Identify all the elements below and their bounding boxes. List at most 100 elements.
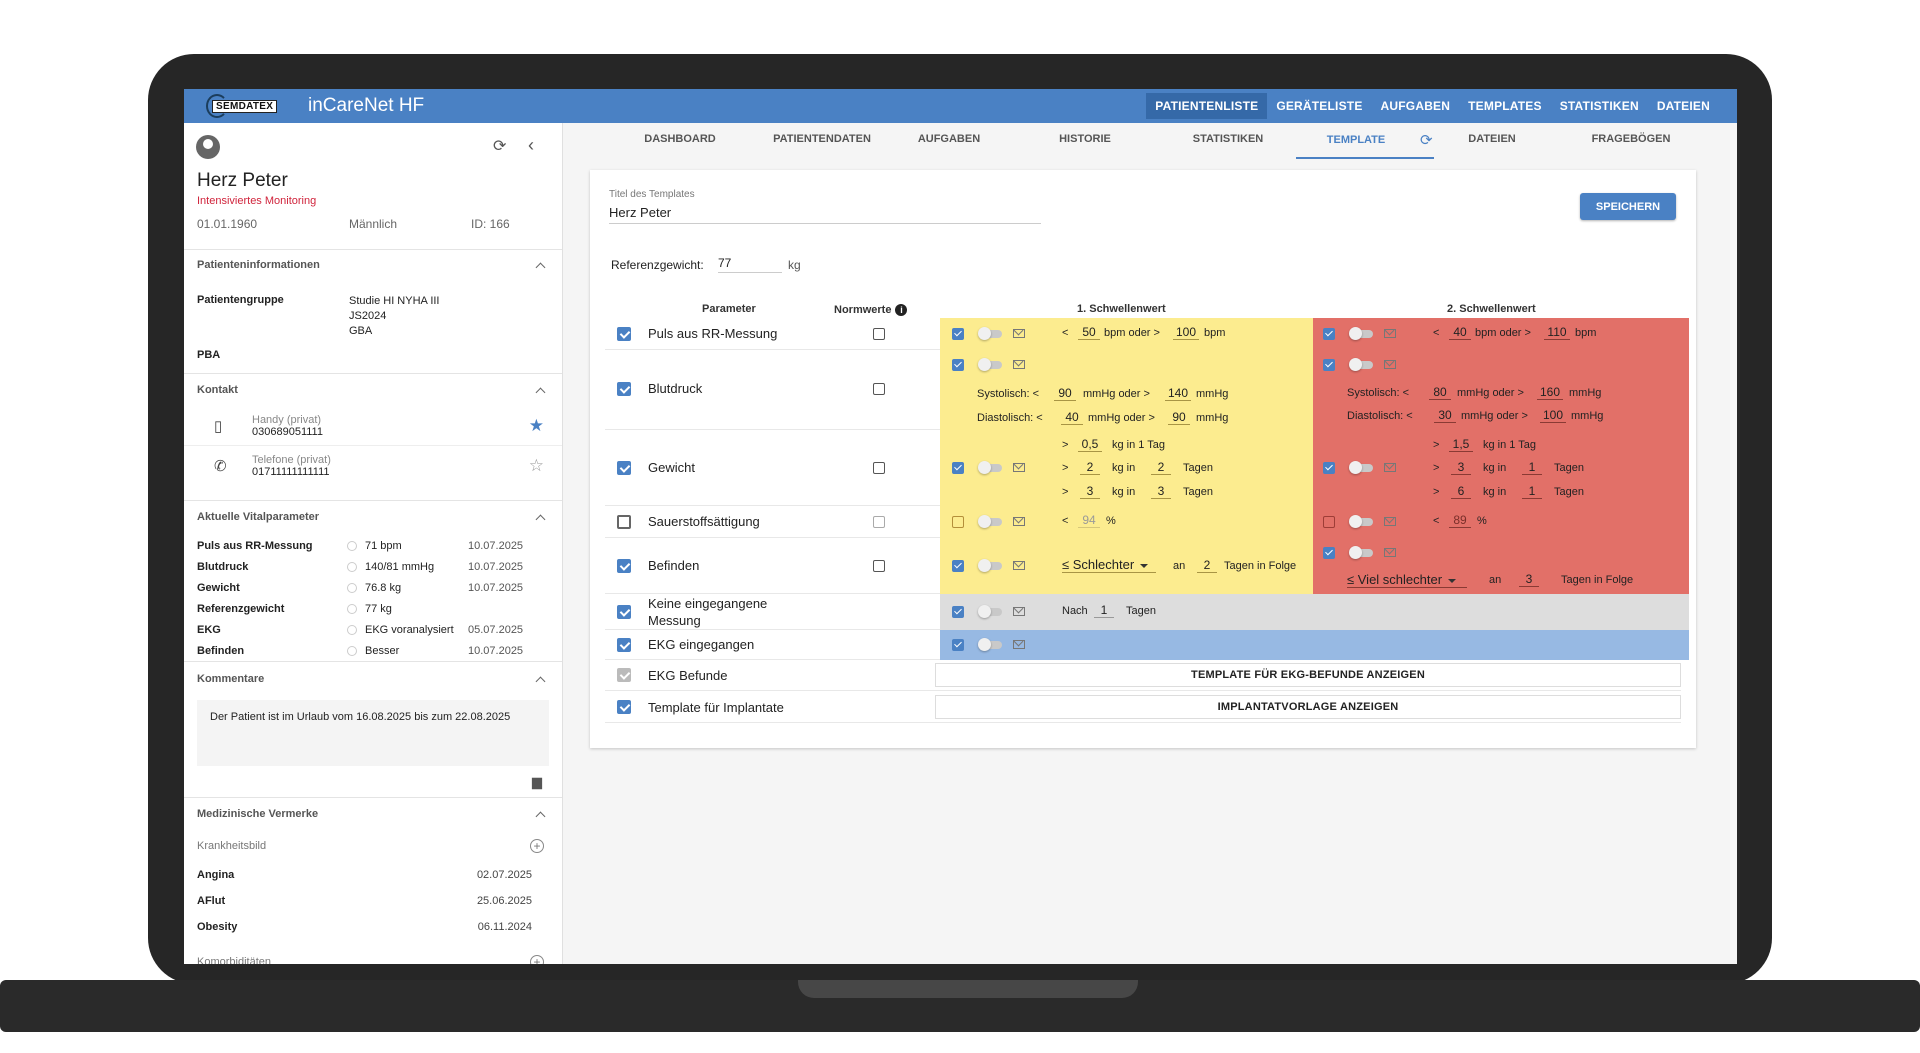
- section-header[interactable]: Medizinische Vermerke: [184, 798, 562, 830]
- chevron-up-icon[interactable]: [535, 387, 546, 397]
- comment-icon[interactable]: ▆: [532, 774, 542, 789]
- sys-s1-max[interactable]: 140: [1165, 386, 1191, 401]
- tab-patientendaten[interactable]: PATIENTENDATEN: [773, 133, 871, 145]
- befinden-s2-select[interactable]: ≤ Viel schlechter: [1347, 572, 1467, 588]
- ekg-befunde-checkbox[interactable]: [617, 668, 631, 682]
- alert-checkbox[interactable]: [952, 516, 964, 528]
- alert-toggle[interactable]: [978, 638, 1002, 651]
- alert-checkbox[interactable]: [1323, 328, 1335, 340]
- info-icon[interactable]: i: [895, 304, 908, 316]
- save-button[interactable]: SPEICHERN: [1580, 193, 1676, 220]
- sauerstoff-normwerte-checkbox[interactable]: [873, 516, 885, 528]
- template-title-input[interactable]: Herz Peter: [609, 205, 1041, 224]
- alert-checkbox[interactable]: [952, 639, 964, 651]
- sys-s1-min[interactable]: 90: [1054, 386, 1076, 401]
- alert-checkbox[interactable]: [1323, 359, 1335, 371]
- puls-s1-max[interactable]: 100: [1173, 325, 1199, 340]
- puls-s2-max[interactable]: 110: [1544, 325, 1570, 340]
- alert-toggle[interactable]: [1349, 546, 1373, 559]
- befinden-normwerte-checkbox[interactable]: [873, 560, 885, 572]
- implantate-checkbox[interactable]: [617, 700, 631, 714]
- sauerstoff-checkbox[interactable]: [617, 515, 631, 529]
- sys-s2-min[interactable]: 80: [1429, 385, 1451, 400]
- alert-toggle[interactable]: [1349, 327, 1373, 340]
- puls-s2-min[interactable]: 40: [1449, 325, 1471, 340]
- mail-icon[interactable]: [1384, 329, 1396, 338]
- nav-dateien[interactable]: DATEIEN: [1656, 99, 1710, 113]
- alert-toggle[interactable]: [978, 358, 1002, 371]
- list-item[interactable]: AFlut 25.06.2025: [197, 895, 532, 907]
- avatar-icon[interactable]: [196, 135, 220, 159]
- chevron-up-icon[interactable]: [535, 262, 546, 272]
- blutdruck-checkbox[interactable]: [617, 382, 631, 396]
- gew2-s2-days[interactable]: 1: [1522, 460, 1542, 475]
- sys-s2-max[interactable]: 160: [1537, 385, 1563, 400]
- refresh-icon[interactable]: ⟳: [493, 138, 507, 155]
- nav-aufgaben[interactable]: AUFGABEN: [1380, 99, 1451, 113]
- puls-normwerte-checkbox[interactable]: [873, 328, 885, 340]
- tab-historie[interactable]: HISTORIE: [1059, 133, 1111, 145]
- gew3-s2-kg[interactable]: 6: [1451, 484, 1471, 499]
- nav-templates[interactable]: TEMPLATES: [1468, 99, 1542, 113]
- nav-geraeteliste[interactable]: GERÄTELISTE: [1276, 99, 1363, 113]
- mail-icon[interactable]: [1384, 548, 1396, 557]
- gew2-s1-kg[interactable]: 2: [1080, 460, 1100, 475]
- gew3-s2-days[interactable]: 1: [1522, 484, 1542, 499]
- dia-s1-max[interactable]: 90: [1168, 410, 1190, 425]
- chevron-up-icon[interactable]: [535, 514, 546, 524]
- mail-icon[interactable]: [1384, 517, 1396, 526]
- puls-s1-min[interactable]: 50: [1078, 325, 1100, 340]
- keine-messung-checkbox[interactable]: [617, 605, 631, 619]
- dia-s2-max[interactable]: 100: [1540, 408, 1566, 423]
- contact-phone[interactable]: ✆ Telefone (privat) 01711111111111 ☆: [214, 454, 544, 478]
- mail-icon[interactable]: [1384, 463, 1396, 472]
- alert-toggle[interactable]: [1349, 515, 1373, 528]
- gewicht-checkbox[interactable]: [617, 461, 631, 475]
- dia-s1-min[interactable]: 40: [1061, 410, 1083, 425]
- section-header[interactable]: Aktuelle Vitalparameter: [184, 501, 562, 533]
- gewicht-normwerte-checkbox[interactable]: [873, 462, 885, 474]
- alert-checkbox[interactable]: [952, 462, 964, 474]
- section-header[interactable]: Patienteninformationen: [184, 250, 562, 280]
- list-item[interactable]: Obesity 06.11.2024: [197, 921, 532, 933]
- alert-toggle[interactable]: [978, 461, 1002, 474]
- befinden-checkbox[interactable]: [617, 559, 631, 573]
- mail-icon[interactable]: [1013, 463, 1025, 472]
- contact-mobile[interactable]: ▯ Handy (privat) 030689051111 ★: [184, 406, 562, 446]
- section-header[interactable]: Kontakt: [184, 374, 562, 406]
- implantatvorlage-button[interactable]: IMPLANTATVORLAGE ANZEIGEN: [935, 695, 1681, 719]
- nav-patientenliste[interactable]: PATIENTENLISTE: [1146, 93, 1268, 119]
- tab-template[interactable]: TEMPLATE: [1326, 134, 1386, 146]
- ekg-befunde-template-button[interactable]: TEMPLATE FÜR EKG-BEFUNDE ANZEIGEN: [935, 663, 1681, 687]
- sauer-s1[interactable]: 94: [1078, 513, 1100, 528]
- mail-icon[interactable]: [1384, 360, 1396, 369]
- referenzgewicht-input[interactable]: 77: [718, 256, 782, 273]
- chevron-up-icon[interactable]: [535, 676, 546, 686]
- alert-checkbox[interactable]: [952, 359, 964, 371]
- alert-toggle[interactable]: [1349, 358, 1373, 371]
- gew2-s1-days[interactable]: 2: [1151, 460, 1171, 475]
- add-circle-icon[interactable]: +: [530, 839, 544, 853]
- mail-icon[interactable]: [1013, 517, 1025, 526]
- blutdruck-normwerte-checkbox[interactable]: [873, 383, 885, 395]
- list-item[interactable]: Angina 02.07.2025: [197, 869, 532, 881]
- befinden-s1-select[interactable]: ≤ Schlechter: [1062, 557, 1156, 573]
- chevron-up-icon[interactable]: [535, 811, 546, 821]
- add-circle-icon[interactable]: +: [530, 955, 544, 964]
- tab-dateien[interactable]: DATEIEN: [1468, 133, 1516, 145]
- dia-s2-min[interactable]: 30: [1434, 408, 1456, 423]
- mail-icon[interactable]: [1013, 561, 1025, 570]
- gew2-s2-kg[interactable]: 3: [1451, 460, 1471, 475]
- befinden-s1-days[interactable]: 2: [1197, 558, 1217, 573]
- gew3-s1-days[interactable]: 3: [1151, 484, 1171, 499]
- alert-checkbox[interactable]: [1323, 516, 1335, 528]
- keine-messung-days[interactable]: 1: [1094, 603, 1114, 618]
- alert-checkbox[interactable]: [952, 328, 964, 340]
- gew1-s1[interactable]: 0,5: [1078, 437, 1102, 452]
- alert-toggle[interactable]: [978, 559, 1002, 572]
- star-filled-icon[interactable]: ★: [528, 415, 544, 435]
- ekg-checkbox[interactable]: [617, 638, 631, 652]
- puls-checkbox[interactable]: [617, 327, 631, 341]
- mail-icon[interactable]: [1013, 607, 1025, 616]
- alert-toggle[interactable]: [978, 605, 1002, 618]
